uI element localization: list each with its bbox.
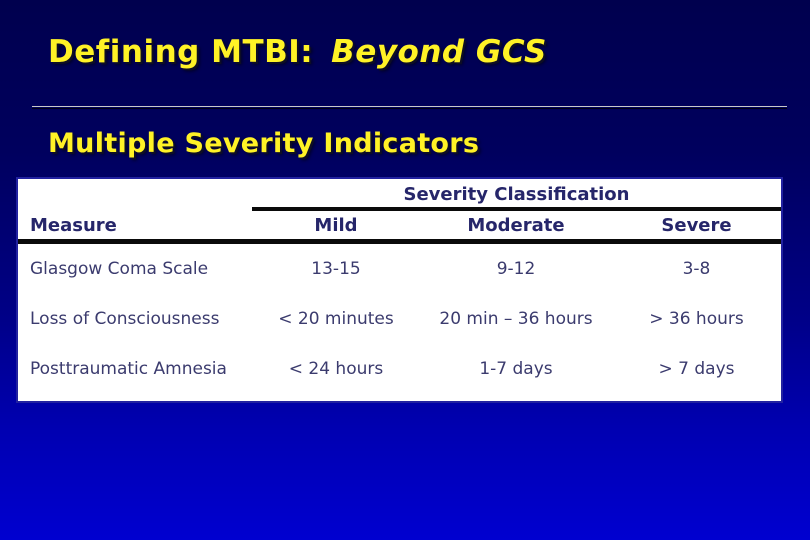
- column-header-mild: Mild: [314, 214, 358, 236]
- measure-cell: Glasgow Coma Scale: [30, 259, 209, 279]
- table-row-posttraumatic-amnesia: Posttraumatic Amnesia < 24 hours 1-7 day…: [18, 344, 781, 394]
- mild-cell: < 24 hours: [288, 359, 384, 379]
- moderate-cell: 9-12: [496, 259, 536, 279]
- table-row-glasgow-coma-scale: Glasgow Coma Scale 13-15 9-12 3-8: [18, 244, 781, 294]
- column-header-moderate: Moderate: [467, 214, 565, 236]
- severity-table: Severity Classification Measure Mild Mod…: [16, 177, 783, 403]
- column-header-measure: Measure: [30, 214, 117, 236]
- title-divider-line: [32, 106, 787, 107]
- slide-title-main: Defining MTBI:: [48, 34, 314, 70]
- severity-table-column-header-row: Measure Mild Moderate Severe: [18, 211, 781, 244]
- moderate-cell: 1-7 days: [479, 359, 553, 379]
- slide-title-emphasis: Beyond GCS: [331, 34, 547, 70]
- measure-cell: Posttraumatic Amnesia: [30, 359, 227, 379]
- severe-cell: 3-8: [682, 259, 711, 279]
- slide-title: Defining MTBI: Beyond GCS: [48, 34, 547, 70]
- moderate-cell: 20 min – 36 hours: [439, 309, 593, 329]
- severity-table-group-header-row: Severity Classification: [18, 179, 781, 211]
- severe-cell: > 7 days: [658, 359, 735, 379]
- slide-subtitle: Multiple Severity Indicators: [48, 128, 480, 159]
- column-header-severe: Severe: [661, 214, 732, 236]
- table-row-loss-of-consciousness: Loss of Consciousness < 20 minutes 20 mi…: [18, 294, 781, 344]
- group-header-severity-classification: Severity Classification: [252, 179, 781, 211]
- measure-cell: Loss of Consciousness: [30, 309, 220, 329]
- severe-cell: > 36 hours: [649, 309, 744, 329]
- mild-cell: 13-15: [311, 259, 361, 279]
- mild-cell: < 20 minutes: [278, 309, 394, 329]
